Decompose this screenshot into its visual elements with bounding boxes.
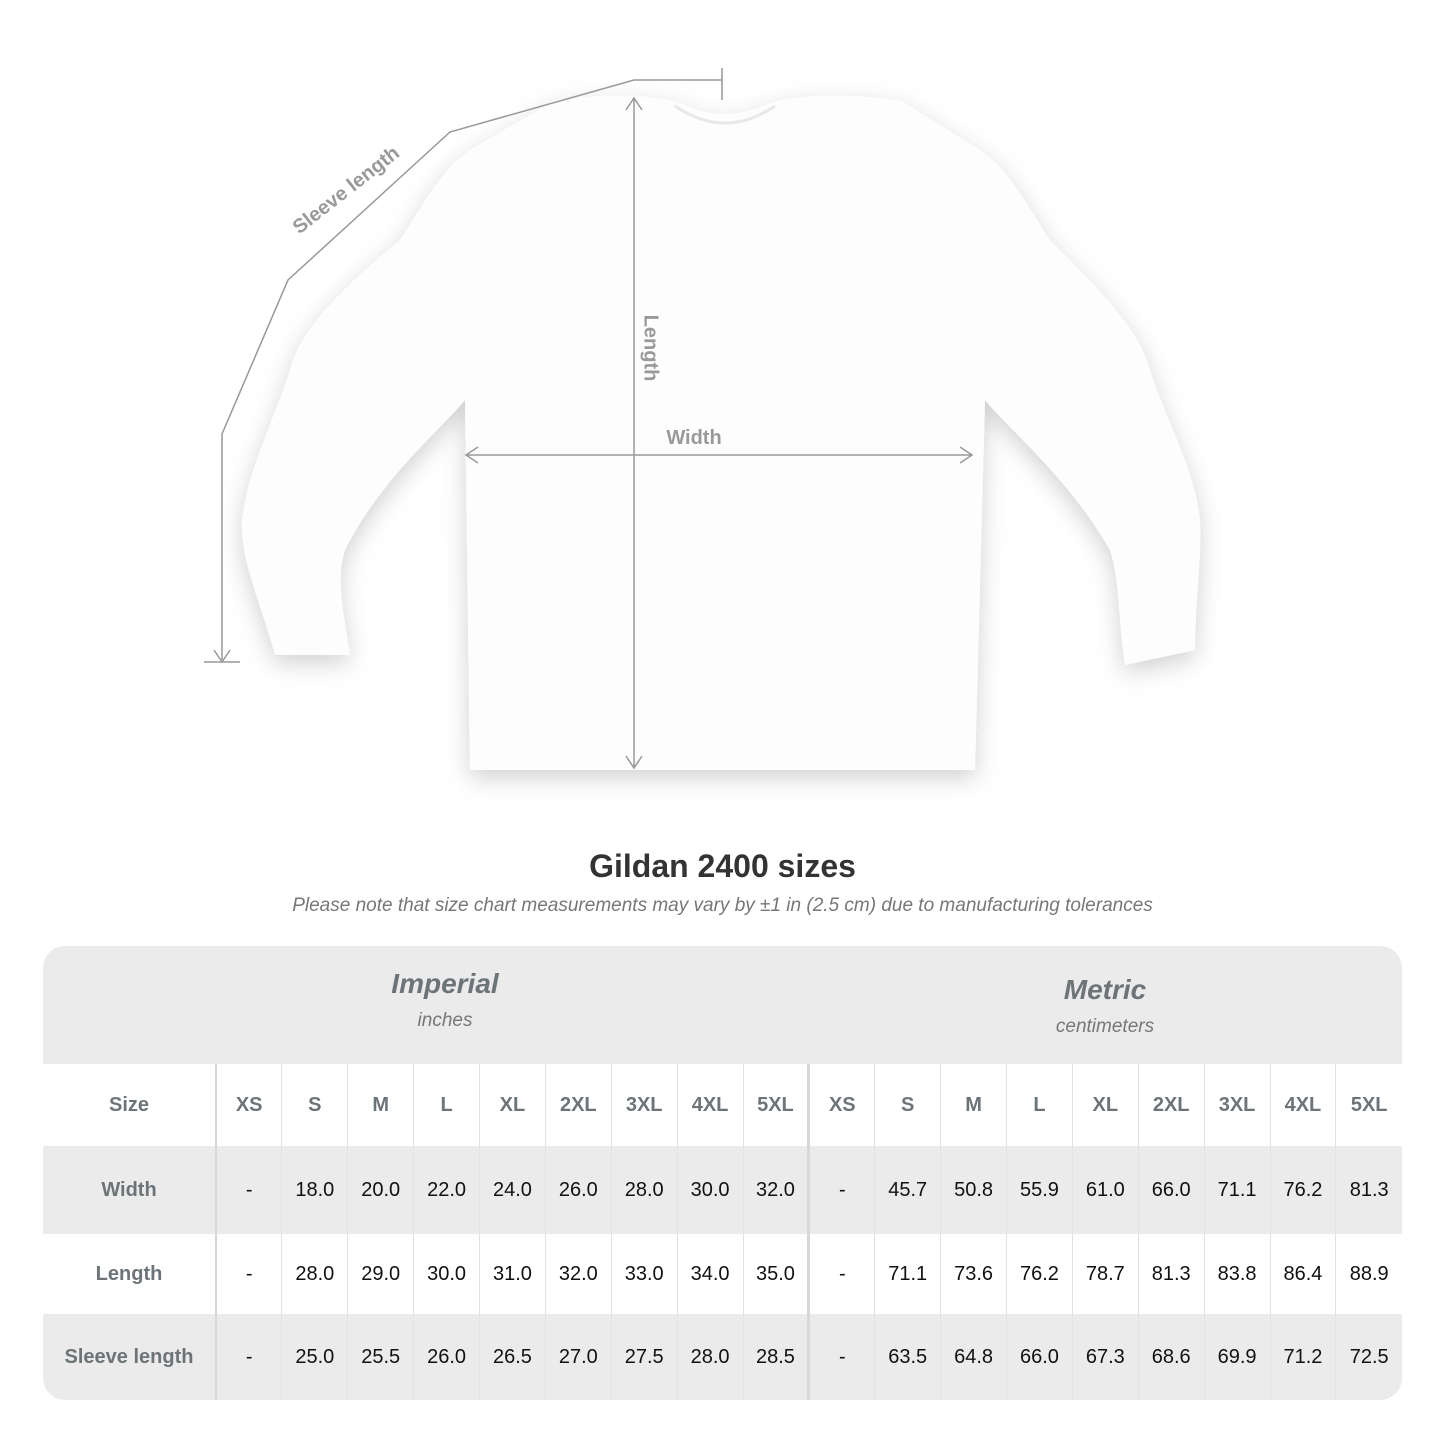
imperial-value-cell: -	[215, 1234, 282, 1314]
metric-value-cell: 45.7	[874, 1146, 941, 1234]
imperial-value-cell: 28.0	[610, 1146, 678, 1234]
metric-size-m: M	[940, 1064, 1007, 1146]
metric-value-cell: 78.7	[1071, 1234, 1139, 1314]
table-row: Width -18.0 20.0 22.0 24.0 26.0 28.0 30.0 32.0-4…	[43, 1146, 1402, 1234]
metric-size-2xl: 2XL	[1137, 1064, 1205, 1146]
imperial-unit: inches	[417, 1010, 473, 1031]
width-label: Width	[666, 427, 721, 449]
size-table-container: Imperial inches Metric centimeters Size X…	[43, 946, 1402, 1400]
metric-value-cell: 63.5	[874, 1314, 941, 1400]
row-label: Sleeve length	[43, 1314, 217, 1400]
metric-value-cell: 81.3	[1137, 1234, 1205, 1314]
shirt-diagram: Sleeve length Length Width	[204, 68, 1201, 770]
imperial-value-cell: 31.0	[479, 1234, 546, 1314]
imperial-value-cell: -	[215, 1146, 282, 1234]
metric-value-cell: 61.0	[1071, 1146, 1139, 1234]
length-measure-line	[625, 96, 643, 770]
imperial-size-l: L	[413, 1064, 480, 1146]
imperial-size-5xl: 5XL	[742, 1064, 809, 1146]
metric-value-cell: 76.2	[1006, 1234, 1073, 1314]
table-row: Sleeve length -25.0 25.5 26.0 26.5 27.0 27.5 28…	[43, 1314, 1402, 1400]
imperial-size-3xl: 3XL	[610, 1064, 678, 1146]
metric-value-cell: 86.4	[1269, 1234, 1336, 1314]
imperial-value-cell: 25.5	[347, 1314, 414, 1400]
imperial-value-cell: 26.0	[544, 1146, 612, 1234]
table-row: Length -28.0 29.0 30.0 31.0 32.0 33.0 34.0 35.0-…	[43, 1234, 1402, 1314]
row-label: Length	[43, 1234, 217, 1314]
metric-value-cell: 83.8	[1203, 1234, 1270, 1314]
metric-value-cell: 71.2	[1269, 1314, 1336, 1400]
imperial-header: Imperial inches	[215, 968, 675, 1032]
size-table: Size XS S M L XL 2XL 3XL 4XL 5XL XS S M L XL 2XL 3XL 4XL 5…	[43, 1064, 1402, 1400]
imperial-value-cell: 35.0	[742, 1234, 809, 1314]
imperial-size-xl: XL	[479, 1064, 546, 1146]
imperial-size-xs: XS	[215, 1064, 282, 1146]
imperial-size-2xl: 2XL	[544, 1064, 612, 1146]
imperial-value-cell: 30.0	[413, 1234, 480, 1314]
imperial-value-cell: 29.0	[347, 1234, 414, 1314]
imperial-title: Imperial	[391, 968, 499, 999]
metric-title: Metric	[1063, 974, 1147, 1005]
imperial-value-cell: 27.0	[544, 1314, 612, 1400]
metric-size-4xl: 4XL	[1269, 1064, 1336, 1146]
imperial-value-cell: 28.0	[676, 1314, 743, 1400]
imperial-value-cell: 25.0	[281, 1314, 348, 1400]
metric-size-5xl: 5XL	[1335, 1064, 1402, 1146]
metric-value-cell: 67.3	[1071, 1314, 1139, 1400]
imperial-value-cell: 28.0	[281, 1234, 348, 1314]
imperial-value-cell: 32.0	[742, 1146, 809, 1234]
imperial-value-cell: 26.0	[413, 1314, 480, 1400]
tolerance-note: Please note that size chart measurements…	[292, 895, 1153, 916]
imperial-value-cell: 34.0	[676, 1234, 743, 1314]
imperial-value-cell: 32.0	[544, 1234, 612, 1314]
metric-value-cell: -	[807, 1234, 875, 1314]
metric-value-cell: 81.3	[1335, 1146, 1402, 1234]
sleeve-measure-line	[221, 79, 722, 660]
width-measure-line	[464, 446, 974, 464]
imperial-size-m: M	[347, 1064, 414, 1146]
metric-value-cell: 50.8	[940, 1146, 1007, 1234]
metric-header: Metric centimeters	[808, 974, 1402, 1038]
imperial-value-cell: 22.0	[413, 1146, 480, 1234]
imperial-value-cell: 27.5	[610, 1314, 678, 1400]
imperial-value-cell: 20.0	[347, 1146, 414, 1234]
metric-value-cell: 72.5	[1335, 1314, 1402, 1400]
metric-value-cell: 71.1	[1203, 1146, 1270, 1234]
metric-value-cell: 55.9	[1006, 1146, 1073, 1234]
imperial-size-4xl: 4XL	[676, 1064, 743, 1146]
imperial-value-cell: 28.5	[742, 1314, 809, 1400]
page-title: Gildan 2400 sizes	[589, 848, 856, 884]
metric-value-cell: 73.6	[940, 1234, 1007, 1314]
metric-size-l: L	[1006, 1064, 1073, 1146]
metric-value-cell: 66.0	[1137, 1146, 1205, 1234]
shirt-image	[241, 95, 1201, 770]
imperial-value-cell: 24.0	[479, 1146, 546, 1234]
metric-size-xs: XS	[807, 1064, 875, 1146]
metric-size-3xl: 3XL	[1203, 1064, 1270, 1146]
imperial-value-cell: 30.0	[676, 1146, 743, 1234]
metric-size-s: S	[874, 1064, 941, 1146]
size-header: Size	[43, 1064, 217, 1146]
metric-value-cell: -	[807, 1146, 875, 1234]
metric-value-cell: 64.8	[940, 1314, 1007, 1400]
imperial-value-cell: -	[215, 1314, 282, 1400]
row-label: Width	[43, 1146, 217, 1234]
metric-value-cell: 69.9	[1203, 1314, 1270, 1400]
unit-header: Imperial inches Metric centimeters	[43, 946, 1402, 1064]
metric-value-cell: -	[807, 1314, 875, 1400]
metric-size-xl: XL	[1071, 1064, 1139, 1146]
imperial-value-cell: 18.0	[281, 1146, 348, 1234]
metric-value-cell: 71.1	[874, 1234, 941, 1314]
metric-value-cell: 88.9	[1335, 1234, 1402, 1314]
length-label: Length	[640, 315, 662, 382]
metric-value-cell: 76.2	[1269, 1146, 1336, 1234]
metric-value-cell: 68.6	[1137, 1314, 1205, 1400]
metric-value-cell: 66.0	[1006, 1314, 1073, 1400]
size-header-row: Size XS S M L XL 2XL 3XL 4XL 5XL XS S M L XL 2XL 3XL 4XL 5…	[43, 1064, 1402, 1146]
imperial-value-cell: 26.5	[479, 1314, 546, 1400]
imperial-size-s: S	[281, 1064, 348, 1146]
metric-unit: centimeters	[1055, 1016, 1155, 1037]
imperial-value-cell: 33.0	[610, 1234, 678, 1314]
